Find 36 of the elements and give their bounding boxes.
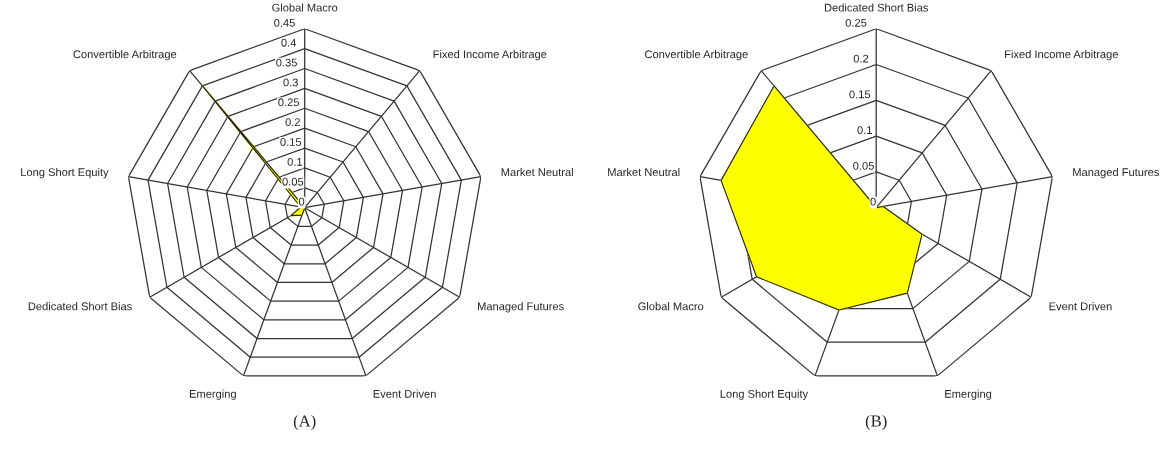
y-tick-label: 0 [298, 197, 305, 206]
spoke-label: Market Neutral [501, 167, 573, 177]
y-tick-label: 0.45 [274, 18, 295, 27]
y-tick-label: 0.25 [278, 98, 300, 107]
y-tick-label: 0.3 [283, 78, 298, 87]
y-tick-label: 0.25 [845, 18, 867, 27]
spoke-label: Managed Futures [478, 302, 564, 313]
y-tick-label: 0.35 [276, 58, 297, 67]
spoke-label: Event Driven [373, 389, 436, 398]
y-tick-label: 0.1 [287, 157, 303, 166]
y-tick-label: 0.05 [282, 177, 304, 186]
spoke-label: Dedicated Short Bias [824, 3, 928, 12]
spoke-label: Global Macro [272, 3, 338, 12]
spoke-label: Market Neutral [608, 167, 680, 177]
spoke-label: Convertible Arbitrage [645, 50, 748, 61]
spoke-label: Global Macro [638, 302, 704, 311]
spoke-label: Emerging [189, 389, 236, 400]
spoke-label: Dedicated Short Bias [28, 302, 132, 311]
y-tick-label: 0 [870, 197, 876, 206]
y-tick-label: 0.05 [853, 161, 874, 170]
y-tick-label: 0.15 [280, 138, 302, 146]
spoke-label: Fixed Income Arbitrage [433, 50, 547, 61]
spoke-label: Convertible Arbitrage [73, 50, 177, 61]
spoke-label: Long Short Equity [720, 389, 809, 400]
text: (B) [865, 414, 887, 431]
y-tick-label: 0.15 [849, 90, 871, 99]
y-tick-label: 0.2 [853, 54, 869, 63]
spoke-label: Long Short Equity [21, 167, 109, 179]
spoke-label: Emerging [945, 389, 992, 400]
y-tick-label: 0.1 [857, 126, 872, 135]
text: (A) [293, 414, 316, 431]
spoke-label: Fixed Income Arbitrage [1005, 50, 1118, 61]
spoke-label: Managed Futures [1073, 167, 1159, 179]
y-tick-label: 0.4 [281, 38, 297, 47]
spoke-label: Event Driven [1049, 302, 1112, 311]
y-tick-label: 0.2 [285, 118, 300, 127]
